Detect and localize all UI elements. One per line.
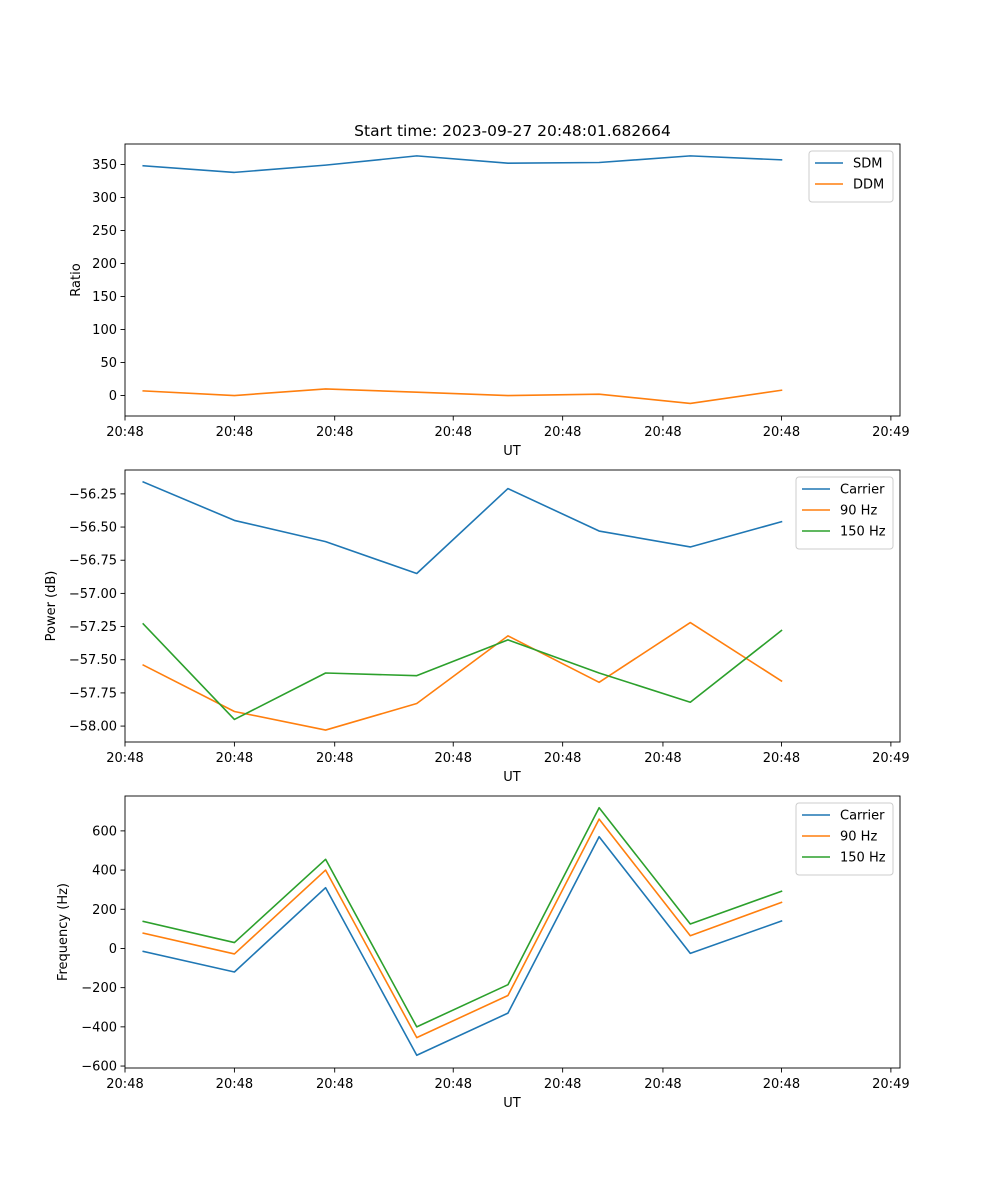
legend-label: 150 Hz — [840, 851, 886, 866]
y-tick-label: −57.00 — [69, 587, 117, 602]
series-line-90-hz — [142, 818, 783, 1039]
series-group — [142, 480, 783, 731]
frequency-plot: 20:48 20:48 20:48 20:48 20:48 20:48 20:48 20:49… — [56, 795, 910, 1111]
x-tick-label: 20:48 — [644, 1077, 681, 1092]
y-tick-label: −57.25 — [69, 620, 117, 635]
series-group — [142, 155, 783, 405]
x-tick-label: 20:48 — [316, 1077, 353, 1092]
y-tick-label: 0 — [109, 389, 117, 404]
x-tick-label: 20:48 — [106, 425, 143, 440]
x-tick-label: 20:48 — [544, 751, 581, 766]
legend-label: 90 Hz — [840, 504, 877, 519]
y-tick-label: 200 — [92, 903, 117, 918]
x-axis-label: UT — [503, 444, 521, 459]
x-tick-label: 20:48 — [763, 425, 800, 440]
y-tick-label: −400 — [81, 1020, 117, 1035]
x-tick-label: 20:48 — [216, 751, 253, 766]
figure-title: Start time: 2023-09-27 20:48:01.682664 — [354, 122, 671, 140]
y-tick-label: 300 — [92, 191, 117, 206]
series-line-carrier — [142, 835, 783, 1057]
y-tick-label: −56.75 — [69, 554, 117, 569]
x-tick-label: 20:48 — [106, 1077, 143, 1092]
y-tick-label: −57.75 — [69, 686, 117, 701]
x-tick-label: 20:49 — [872, 1077, 909, 1092]
x-tick-label: 20:49 — [872, 751, 909, 766]
series-line-90-hz — [142, 621, 783, 731]
legend-label: Carrier — [840, 809, 885, 824]
series-line-150-hz — [142, 806, 783, 1028]
x-tick-label: 20:48 — [644, 751, 681, 766]
power-plot: 20:48 20:48 20:48 20:48 20:48 20:48 20:48 20:49… — [44, 469, 910, 785]
y-axis-label: Frequency (Hz) — [56, 883, 71, 981]
axes-frame — [124, 795, 901, 1069]
x-tick-label: 20:48 — [763, 1077, 800, 1092]
series-line-carrier — [142, 480, 783, 575]
legend: Carrier 90 Hz 150 Hz — [795, 802, 894, 876]
legend: Carrier 90 Hz 150 Hz — [795, 476, 894, 550]
y-axis-label: Power (dB) — [44, 571, 59, 642]
y-tick-label: −56.50 — [69, 521, 117, 536]
axes-frame — [124, 469, 901, 743]
axes-frame — [124, 143, 901, 417]
x-tick-label: 20:49 — [872, 425, 909, 440]
legend-label: SDM — [853, 157, 882, 172]
y-tick-label: −58.00 — [69, 720, 117, 735]
x-tick-label: 20:48 — [644, 425, 681, 440]
legend-label: 150 Hz — [840, 525, 886, 540]
series-group — [142, 806, 783, 1057]
x-tick-label: 20:48 — [216, 425, 253, 440]
series-line-150-hz — [142, 622, 783, 721]
x-tick-label: 20:48 — [544, 425, 581, 440]
y-tick-label: 0 — [109, 942, 117, 957]
x-tick-label: 20:48 — [106, 751, 143, 766]
legend: SDM DDM — [808, 150, 894, 203]
x-axis-label: UT — [503, 1096, 521, 1111]
y-axis-label: Ratio — [69, 263, 84, 296]
x-tick-label: 20:48 — [544, 1077, 581, 1092]
y-tick-label: 200 — [92, 257, 117, 272]
y-tick-label: 600 — [92, 824, 117, 839]
legend-label: Carrier — [840, 483, 885, 498]
y-tick-label: 50 — [100, 356, 117, 371]
x-tick-label: 20:48 — [763, 751, 800, 766]
legend-label: DDM — [853, 178, 884, 193]
y-tick-label: 150 — [92, 290, 117, 305]
y-tick-label: −200 — [81, 981, 117, 996]
y-tick-label: −600 — [81, 1060, 117, 1075]
y-tick-label: −56.25 — [69, 487, 117, 502]
y-tick-label: 250 — [92, 224, 117, 239]
x-tick-label: 20:48 — [435, 1077, 472, 1092]
x-axis-label: UT — [503, 770, 521, 785]
y-tick-label: 350 — [92, 158, 117, 173]
x-tick-label: 20:48 — [435, 425, 472, 440]
y-tick-label: −57.50 — [69, 653, 117, 668]
x-tick-label: 20:48 — [216, 1077, 253, 1092]
series-line-sdm — [142, 155, 783, 174]
series-line-ddm — [142, 388, 783, 405]
y-tick-label: 400 — [92, 864, 117, 879]
ratio-plot: 20:48 20:48 20:48 20:48 20:48 20:48 20:48 20:49… — [69, 143, 910, 459]
legend-label: 90 Hz — [840, 830, 877, 845]
x-tick-label: 20:48 — [316, 425, 353, 440]
x-tick-label: 20:48 — [435, 751, 472, 766]
y-tick-label: 100 — [92, 323, 117, 338]
x-tick-label: 20:48 — [316, 751, 353, 766]
